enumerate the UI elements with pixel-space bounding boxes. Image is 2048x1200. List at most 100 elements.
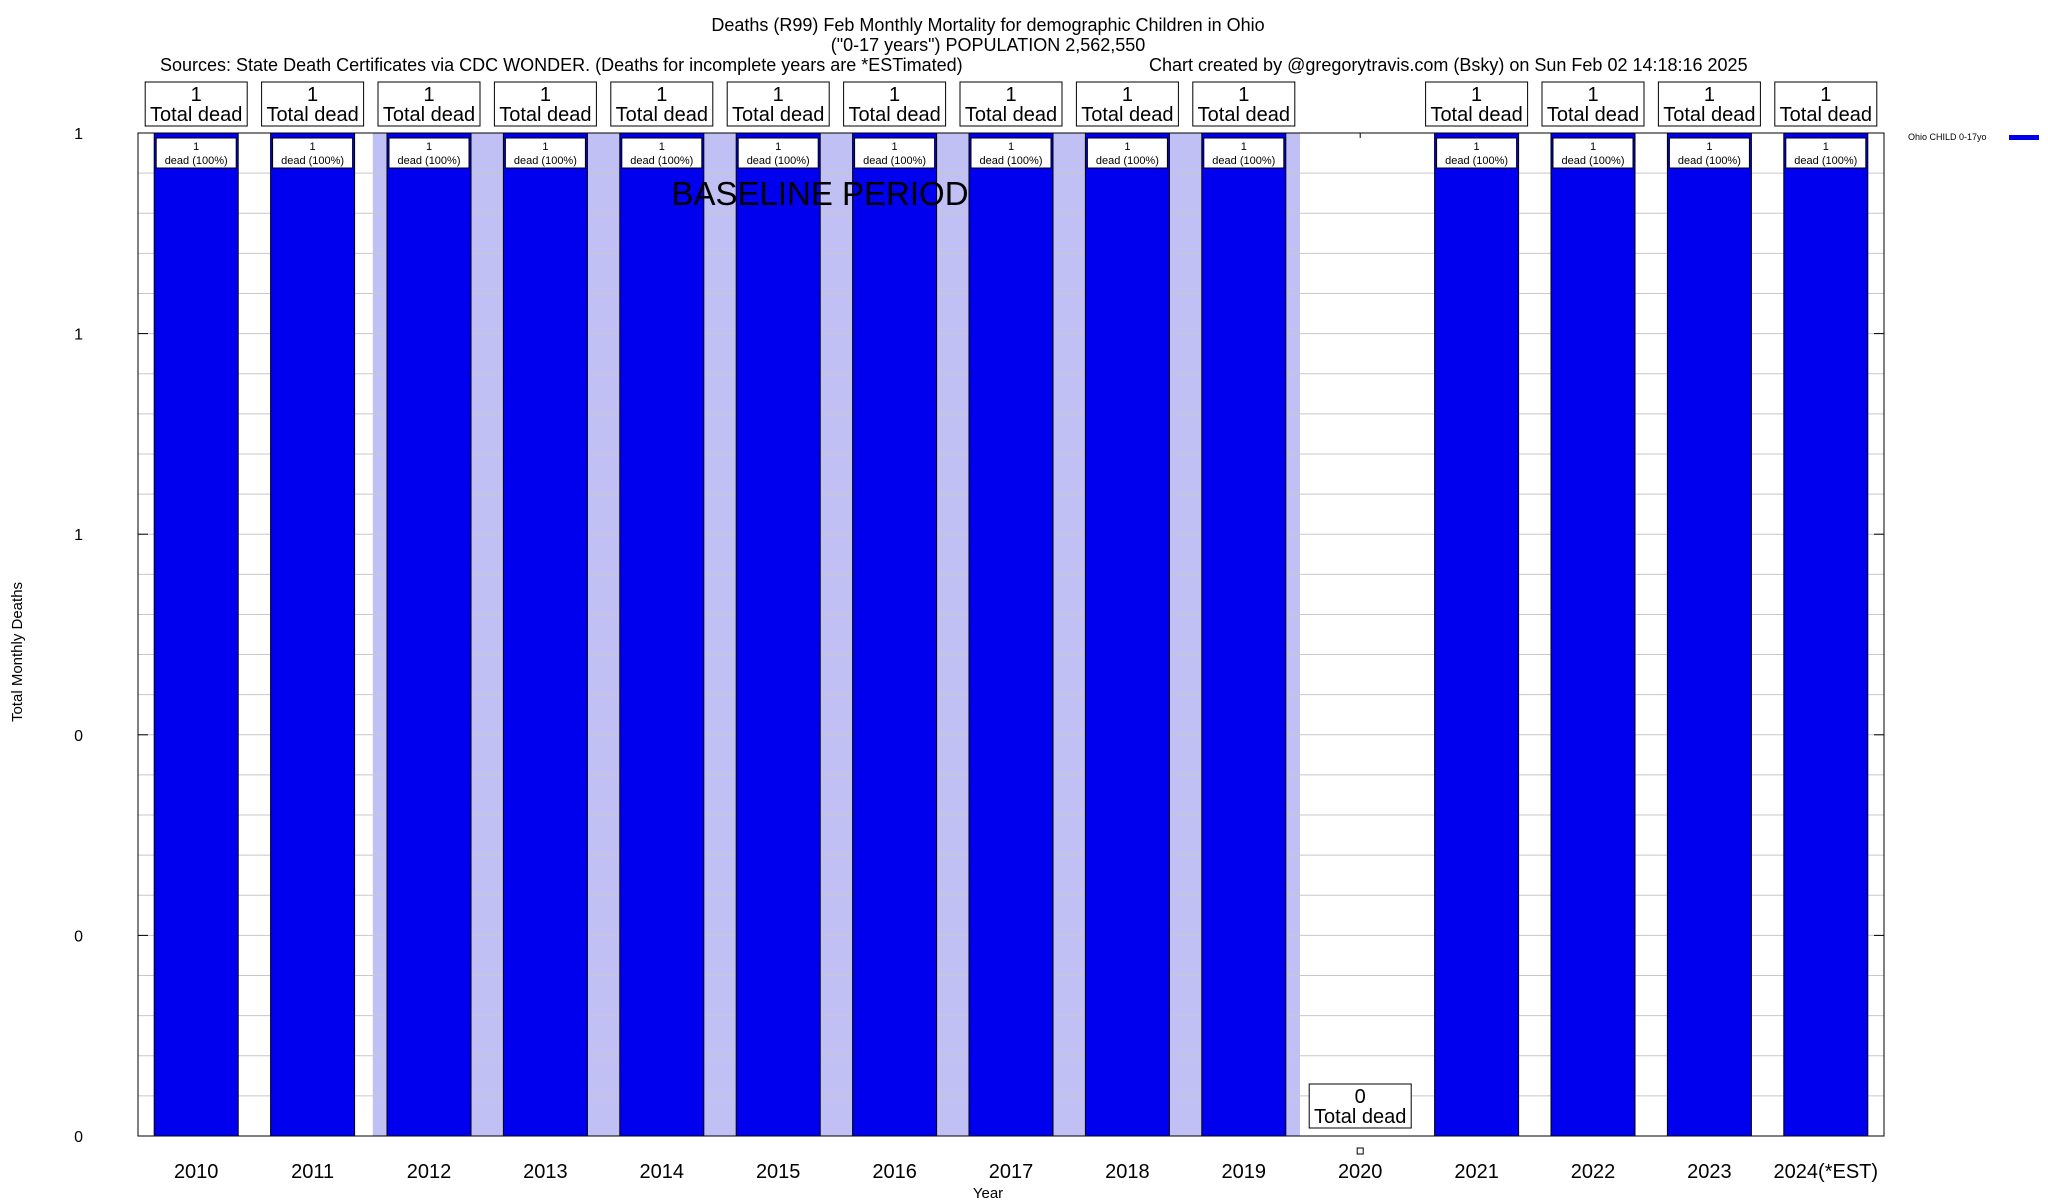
- inner-label-text: dead (100%): [165, 155, 228, 167]
- x-tick-label-2013: 2013: [523, 1161, 568, 1183]
- x-tick-label-2012: 2012: [407, 1161, 452, 1183]
- x-tick-label-2021: 2021: [1454, 1161, 1499, 1183]
- bar-2023: [1666, 132, 1752, 1137]
- total-label-text: Total dead: [499, 104, 591, 126]
- total-label-count: 0: [1355, 1086, 1366, 1108]
- x-tick-label-2014: 2014: [640, 1161, 685, 1183]
- total-label-count: 1: [1005, 84, 1016, 106]
- x-tick-label-2010: 2010: [174, 1161, 219, 1183]
- bar-2010: [153, 132, 239, 1137]
- total-label-count: 1: [773, 84, 784, 106]
- y-tick-label: 0: [74, 728, 83, 745]
- y-tick-label: 0: [74, 1129, 83, 1146]
- inner-label-count: 1: [775, 141, 781, 153]
- inner-label-2011: 1 dead (100%): [272, 137, 354, 169]
- inner-label-box: [388, 137, 470, 169]
- bar-2013: [502, 132, 588, 1137]
- inner-label-2023: 1 dead (100%): [1668, 137, 1750, 169]
- inner-label-2015: 1 dead (100%): [737, 137, 819, 169]
- total-label-box: [1425, 81, 1529, 127]
- x-tick-label-2011: 2011: [291, 1161, 334, 1183]
- inner-label-count: 1: [310, 141, 316, 153]
- x-tick-label-2023: 2023: [1687, 1161, 1732, 1183]
- chart-credit: Chart created by @gregorytravis.com (Bsk…: [1149, 55, 1748, 75]
- inner-label-2022: 1 dead (100%): [1552, 137, 1634, 169]
- total-label-box: [843, 81, 947, 127]
- inner-label-text: dead (100%): [980, 155, 1043, 167]
- total-label-box: [1308, 1083, 1412, 1129]
- inner-label-text: dead (100%): [1445, 155, 1508, 167]
- inner-label-2014: 1 dead (100%): [621, 137, 703, 169]
- y-tick-label: 1: [74, 327, 83, 344]
- baseline-period-label: BASELINE PERIOD: [671, 175, 968, 212]
- x-tick-label-2017: 2017: [989, 1161, 1034, 1183]
- bar-inner-labels: 1 dead (100%) 1 dead (100%) 1 dead (100%) 1 dea…: [155, 137, 1867, 169]
- total-label-box: [377, 81, 481, 127]
- total-label-box: [1075, 81, 1179, 127]
- inner-label-text: dead (100%): [863, 155, 926, 167]
- total-label-count: 1: [540, 84, 551, 106]
- total-label-count: 1: [1122, 84, 1133, 106]
- inner-label-box: [272, 137, 354, 169]
- bar-2011: [270, 132, 356, 1137]
- total-label-box: [493, 81, 597, 127]
- bars: [153, 132, 1869, 1155]
- total-label-text: Total dead: [848, 104, 940, 126]
- zero-marker-2020: [1356, 1147, 1364, 1155]
- total-label-box: [1657, 81, 1761, 127]
- total-label-box: [726, 81, 830, 127]
- inner-label-count: 1: [1590, 141, 1596, 153]
- inner-label-count: 1: [193, 141, 199, 153]
- total-label-text: Total dead: [1663, 104, 1755, 126]
- bar-2014: [619, 132, 705, 1137]
- bar-2021: [1434, 132, 1520, 1137]
- total-label-box: [1192, 81, 1296, 127]
- inner-label-box: [504, 137, 586, 169]
- inner-label-box: [155, 137, 237, 169]
- total-label-text: Total dead: [1314, 1106, 1406, 1128]
- bar-2016: [852, 132, 938, 1137]
- total-label-count: 1: [307, 84, 318, 106]
- inner-label-count: 1: [1008, 141, 1014, 153]
- total-label-count: 1: [1587, 84, 1598, 106]
- bar-2018: [1084, 132, 1170, 1137]
- total-label-text: Total dead: [383, 104, 475, 126]
- inner-label-box: [737, 137, 819, 169]
- plot-frame: [137, 132, 1885, 1137]
- y-tick-label: 1: [74, 126, 83, 143]
- total-label-count: 1: [1820, 84, 1831, 106]
- inner-label-2016: 1 dead (100%): [854, 137, 936, 169]
- y-axis-label: Total Monthly Deaths: [9, 582, 26, 722]
- bar-2017: [968, 132, 1054, 1137]
- bar-2022: [1550, 132, 1636, 1137]
- x-tick-label-2019: 2019: [1222, 1161, 1267, 1183]
- total-label-box: [144, 81, 248, 127]
- inner-label-box: [1785, 137, 1867, 169]
- chart-subtitle: ("0-17 years") POPULATION 2,562,550: [831, 35, 1146, 55]
- total-label-count: 1: [656, 84, 667, 106]
- inner-label-box: [854, 137, 936, 169]
- inner-label-2024(*EST): 1 dead (100%): [1785, 137, 1867, 169]
- inner-label-2021: 1 dead (100%): [1436, 137, 1518, 169]
- inner-label-text: dead (100%): [630, 155, 693, 167]
- inner-label-box: [1552, 137, 1634, 169]
- inner-label-count: 1: [426, 141, 432, 153]
- total-label-text: Total dead: [1430, 104, 1522, 126]
- inner-label-2019: 1 dead (100%): [1203, 137, 1285, 169]
- total-label-count: 1: [423, 84, 434, 106]
- total-label-count: 1: [1471, 84, 1482, 106]
- chart-title: Deaths (R99) Feb Monthly Mortality for d…: [711, 15, 1264, 35]
- bar-2024(*EST): [1783, 132, 1869, 1137]
- total-label-count: 1: [191, 84, 202, 106]
- total-label-box: [261, 81, 365, 127]
- bar-2015: [735, 132, 821, 1137]
- total-label-text: Total dead: [1198, 104, 1290, 126]
